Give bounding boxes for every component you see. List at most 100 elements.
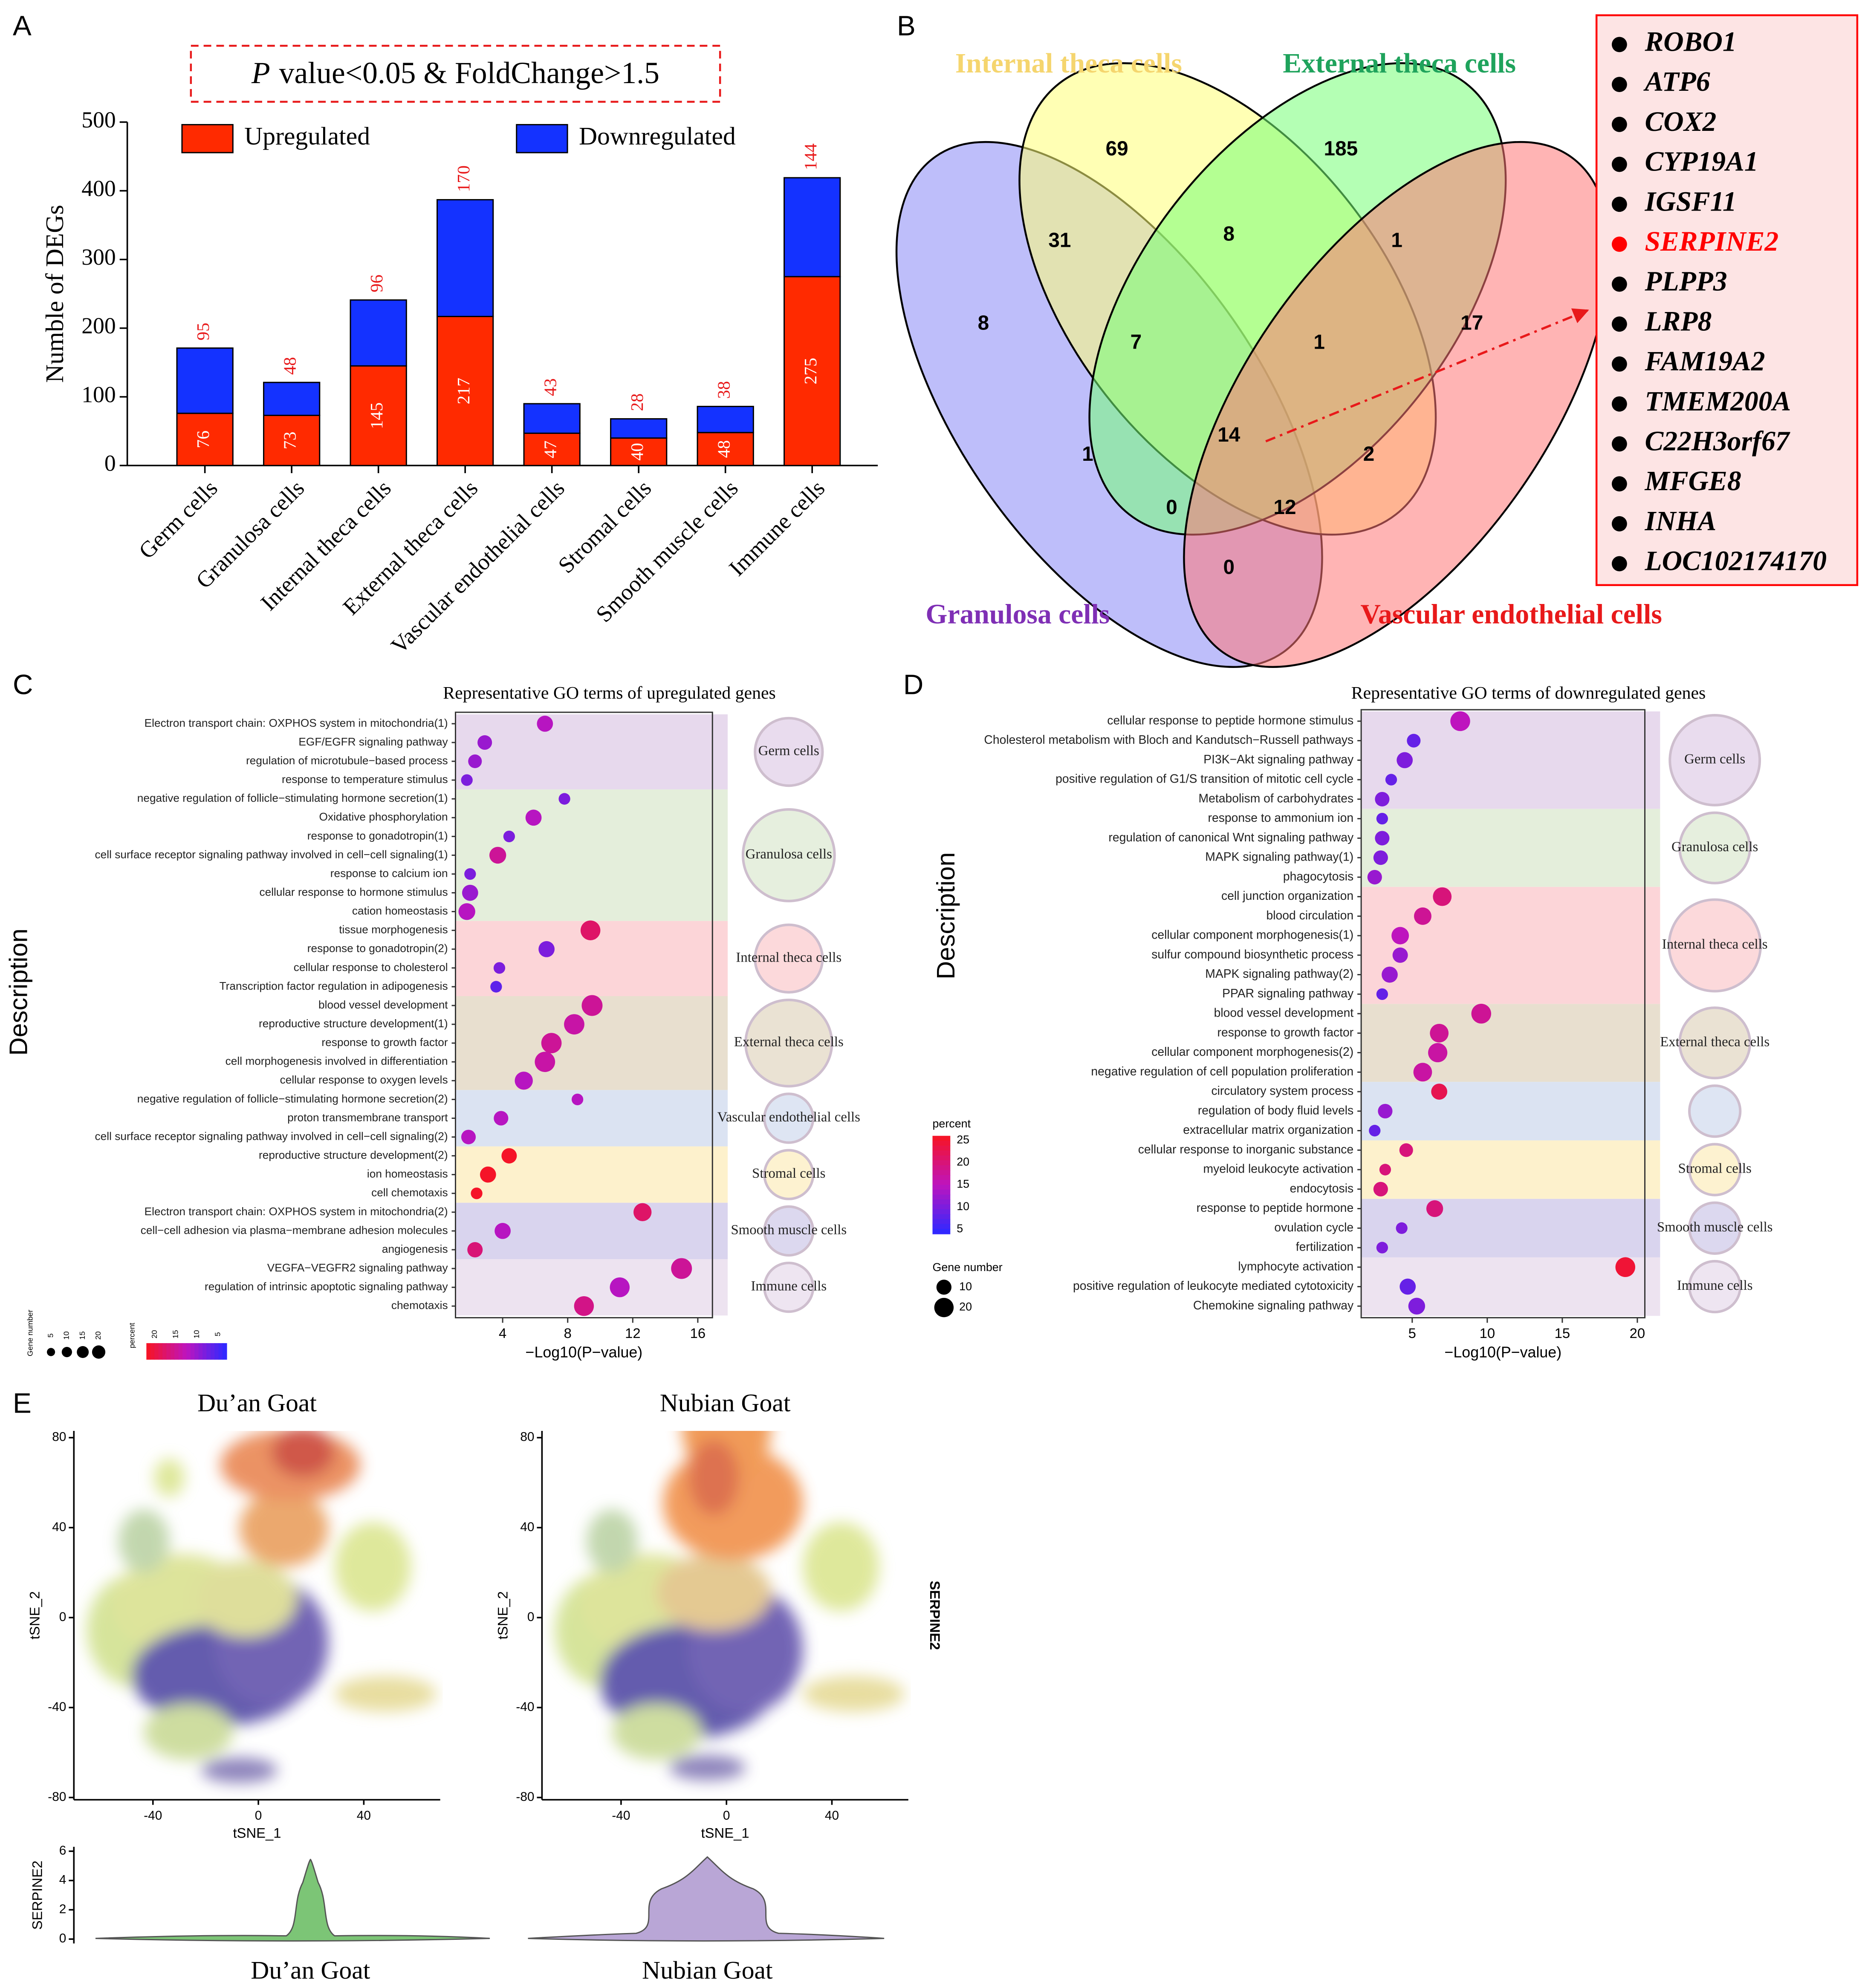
term-label: lymphocyte activation [1238,1260,1353,1273]
point-cloud [87,1431,437,1783]
dot [461,1130,476,1144]
dot [1376,813,1388,825]
y-tick-label: 6 [59,1844,67,1858]
term-label: negative regulation of cell population p… [1091,1065,1353,1078]
colorbar-cell [214,1343,219,1360]
term-label: cellular response to inorganic substance [1138,1143,1353,1156]
colorbar-cell [932,1170,951,1176]
bar-label: 43 [541,378,560,396]
bar-label: 48 [280,357,300,375]
y-tick-label: 0 [59,1610,67,1624]
dot [541,1033,562,1054]
gene-bullet [1611,316,1627,332]
gene-bullet [1611,516,1627,532]
legend-label: Downregulated [579,122,736,150]
x-tick-label: 8 [564,1325,572,1341]
venn-count: 12 [1274,496,1296,519]
cell-icon [754,717,824,787]
cell-icon [741,808,836,902]
colorbar-cell [198,1343,203,1360]
term-label: blood vessel development [1214,1006,1354,1020]
legend-title: percent [933,1117,971,1130]
term-label: regulation of microtubule−based process [246,754,448,767]
bar [350,365,407,466]
term-label: cell morphogenesis involved in different… [226,1055,448,1067]
y-tick-label: -40 [516,1700,534,1714]
size-key [61,1347,72,1358]
colorbar-cell [174,1343,179,1360]
bar-label: 76 [194,431,213,448]
cloud-blob [271,1431,335,1478]
group-label: Immune cells [1677,1278,1753,1293]
dot [671,1258,692,1279]
y-tick-label: 0 [527,1610,535,1624]
bar [350,299,407,367]
x-tick-label: Du’an Goat [251,1956,370,1984]
dot [1428,1043,1448,1063]
dot [468,754,482,769]
y-axis-label: Numble of DEGs [40,205,69,383]
x-axis-label: −Log10(P−value) [526,1344,643,1361]
colorbar-cell [182,1343,187,1360]
x-tick-label: 5 [1408,1325,1416,1341]
colorbar-cell [932,1145,951,1151]
venn-count: 185 [1324,138,1358,160]
gene-name: PLPP3 [1645,266,1727,297]
gene-name: LOC102174170 [1645,546,1827,577]
gene-bullet [1611,276,1627,292]
colorbar-cell [932,1219,951,1225]
venn-count: 14 [1217,424,1240,446]
gene-name: IGSF11 [1645,186,1737,217]
colorbar-cell [190,1343,195,1360]
colorbar-cell [932,1199,951,1205]
dot [1373,850,1388,865]
dot [1431,1084,1448,1100]
violin [528,1856,885,1942]
term-label: Electron transport chain: OXPHOS system … [145,1205,448,1218]
dot [467,1242,483,1257]
colorbar-cell [932,1214,951,1220]
size-key-label: 20 [959,1300,972,1313]
bar-label: 145 [367,402,387,429]
venn-set-label: Granulosa cells [925,599,1110,630]
x-tick-label: 12 [625,1325,640,1341]
group-band [1361,1082,1660,1141]
dot [493,962,506,974]
cloud-blob [803,1522,879,1612]
gene-bullet [1611,156,1627,172]
group-band [455,714,728,790]
group-label: Internal theca cells [1662,937,1768,952]
dot [461,774,473,786]
colorbar-cell [932,1194,951,1200]
colorbar-cell [932,1155,951,1161]
size-key [92,1345,106,1359]
colorbar-cell [146,1343,151,1360]
term-label: cell junction organization [1221,889,1353,903]
term-label: response to growth factor [1217,1026,1354,1039]
y-tick-label: 2 [59,1902,67,1916]
bar [697,406,754,433]
chart-title: Representative GO terms of upregulated g… [443,683,776,703]
term-label: fertilization [1296,1240,1353,1254]
venn-count: 1 [1391,229,1402,252]
colorbar-cell [932,1209,951,1215]
gene-name: TMEM200A [1645,386,1791,417]
y-axis-label: Description [931,852,960,979]
dot [1367,870,1382,884]
gene-name: MFGE8 [1645,466,1741,497]
dot [1392,947,1408,963]
colorbar-cell [202,1343,207,1360]
bar-label: 275 [801,358,821,384]
bar-label: 40 [627,443,647,461]
term-label: response to gonadotropin(2) [307,942,448,955]
gene-bullet [1611,37,1627,52]
y-axis-label: tSNE_2 [26,1591,42,1639]
bar [784,276,841,466]
venn-count: 17 [1460,312,1483,335]
cell-icon [1668,714,1761,806]
size-key-label: 10 [62,1331,71,1340]
gene-bullet [1611,556,1627,572]
colorbar-cell [186,1343,191,1360]
term-label: regulation of body fluid levels [1198,1104,1353,1117]
